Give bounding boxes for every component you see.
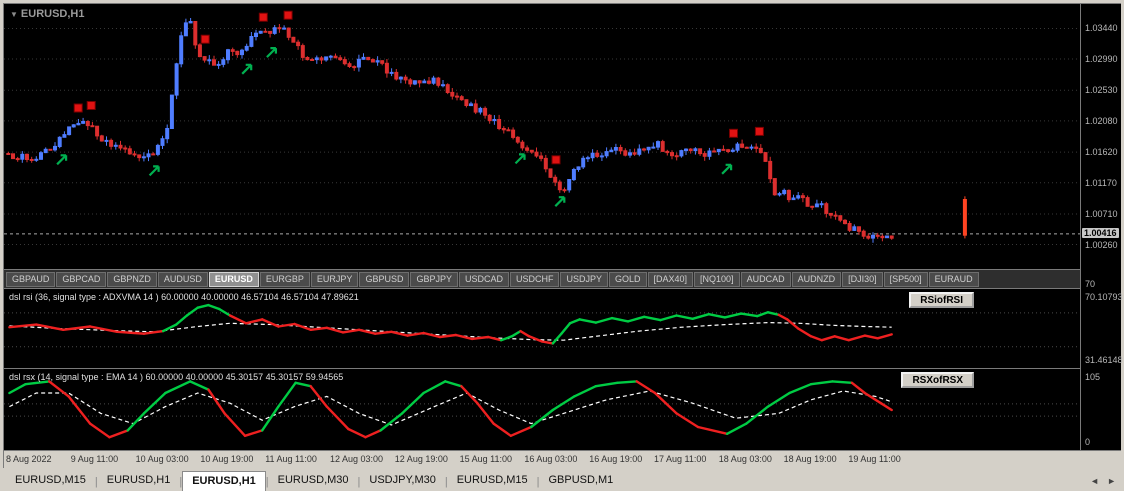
symbol-tab-gbpnzd[interactable]: GBPNZD bbox=[107, 271, 157, 287]
symbol-tab-nq100[interactable]: [NQ100] bbox=[694, 271, 740, 287]
chart-tab-3[interactable]: EURUSD,M30 bbox=[277, 474, 349, 486]
main-chart[interactable]: ▼ EURUSD,H1 bbox=[4, 4, 1080, 269]
price-tick-label: 1.00710 bbox=[1085, 208, 1118, 219]
indicator-axis-label: 31.46148 bbox=[1085, 355, 1123, 365]
rsx-indicator-label: dsl rsx (14, signal type : EMA 14 ) 60.0… bbox=[9, 372, 344, 382]
symbol-tab-usdcad[interactable]: USDCAD bbox=[458, 271, 509, 287]
chart-tab-1[interactable]: EURUSD,H1 bbox=[106, 474, 171, 486]
symbol-tab-gbpusd[interactable]: GBPUSD bbox=[359, 271, 410, 287]
tab-separator: | bbox=[536, 476, 540, 488]
time-axis-label: 18 Aug 19:00 bbox=[783, 454, 837, 464]
symbol-tab-dji30[interactable]: [DJI30] bbox=[842, 271, 883, 287]
tab-separator: | bbox=[444, 476, 448, 488]
rsx-panel-canvas bbox=[4, 380, 1080, 439]
symbol-tab-audusd[interactable]: AUDUSD bbox=[157, 271, 208, 287]
symbol-tab-usdchf[interactable]: USDCHF bbox=[509, 271, 560, 287]
price-tick-label: 1.03440 bbox=[1085, 23, 1118, 34]
time-axis-label: 16 Aug 03:00 bbox=[524, 454, 578, 464]
tab-separator: | bbox=[94, 476, 98, 488]
buy-arrow-icon bbox=[56, 154, 68, 166]
time-axis-label: 9 Aug 11:00 bbox=[70, 454, 119, 464]
price-tick-label: 1.00260 bbox=[1085, 239, 1118, 250]
symbol-tab-dax40[interactable]: [DAX40] bbox=[647, 271, 694, 287]
buy-arrow-icon bbox=[721, 163, 733, 175]
price-tick-label: 1.02080 bbox=[1085, 115, 1118, 126]
indicator-axis-label: 70.10793 bbox=[1085, 292, 1123, 302]
indicator-axis-label: 0 bbox=[1085, 437, 1091, 447]
tab-separator: | bbox=[357, 476, 361, 488]
time-axis-label: 10 Aug 03:00 bbox=[135, 454, 189, 464]
time-axis-label: 12 Aug 03:00 bbox=[330, 454, 384, 464]
symbol-tab-eurgbp[interactable]: EURGBP bbox=[259, 271, 310, 287]
current-price-badge: 1.00416 bbox=[1082, 227, 1119, 238]
sell-marker-icon bbox=[283, 10, 293, 20]
time-axis-label: 11 Aug 11:00 bbox=[265, 454, 317, 464]
rsiofrsi-button[interactable]: RSiofRSI bbox=[909, 292, 974, 308]
buy-arrow-icon bbox=[514, 153, 526, 165]
symbol-tabbar: GBPAUD GBPCAD GBPNZD AUDUSD EURUSD EURGBP EURJ… bbox=[4, 269, 1080, 289]
rsi-panel: dsl rsi (36, signal type : ADXVMA 14 ) 6… bbox=[4, 289, 1080, 368]
chart-tab-0[interactable]: EURUSD,M15 bbox=[15, 474, 86, 486]
sell-marker-icon bbox=[729, 128, 738, 138]
tab-separator: | bbox=[179, 476, 183, 488]
symbol-tab-eurjpy[interactable]: EURJPY bbox=[310, 271, 359, 287]
sell-marker-icon bbox=[754, 126, 764, 136]
time-axis: 8 Aug 2022 9 Aug 11:00 10 Aug 03:00 10 Aug … bbox=[4, 450, 1121, 468]
symbol-tab-euraud[interactable]: EURAUD bbox=[928, 271, 979, 287]
sell-marker-icon bbox=[86, 101, 96, 110]
chart-menu-icon[interactable]: ▼ bbox=[10, 10, 18, 19]
bottom-tabbar: EURUSD,M15 | EURUSD,H1 | EURUSD,H1 | EURUSD,M3… bbox=[0, 468, 1124, 491]
scroll-right-icon[interactable]: ► bbox=[1107, 476, 1116, 486]
price-tick-label: 1.01170 bbox=[1085, 177, 1117, 188]
symbol-tab-gbpcad[interactable]: GBPCAD bbox=[56, 271, 107, 287]
buy-arrow-icon bbox=[266, 47, 277, 58]
chart-title-text: EURUSD,H1 bbox=[20, 8, 85, 20]
chart-tab-2[interactable]: EURUSD,H1 bbox=[182, 471, 266, 491]
price-axis[interactable]: 1.00416 1.03440 1.02990 1.02530 1.02080 1.01… bbox=[1080, 4, 1123, 450]
price-tick-label: 1.01620 bbox=[1085, 147, 1118, 158]
symbol-tab-gbpjpy[interactable]: GBPJPY bbox=[410, 271, 458, 287]
symbol-tab-gbpaud[interactable]: GBPAUD bbox=[6, 271, 56, 287]
buy-arrow-icon bbox=[554, 196, 566, 207]
rsi-indicator-label: dsl rsi (36, signal type : ADXVMA 14 ) 6… bbox=[9, 292, 359, 302]
time-axis-label: 16 Aug 19:00 bbox=[589, 454, 643, 464]
rsxofrsx-button[interactable]: RSXofRSX bbox=[901, 372, 974, 388]
chart-title: ▼ EURUSD,H1 bbox=[10, 8, 85, 20]
sell-marker-icon bbox=[551, 155, 561, 165]
time-axis-label: 15 Aug 11:00 bbox=[459, 454, 512, 464]
buy-arrow-icon bbox=[148, 165, 160, 177]
rsi-panel-canvas bbox=[4, 303, 1080, 348]
time-axis-label: 19 Aug 11:00 bbox=[848, 454, 901, 464]
sell-marker-icon bbox=[73, 103, 83, 113]
time-axis-label: 10 Aug 19:00 bbox=[200, 454, 254, 464]
price-tick-label: 1.02990 bbox=[1085, 54, 1118, 65]
indicator-axis-label: 105 bbox=[1085, 372, 1101, 382]
buy-arrow-icon bbox=[241, 63, 253, 75]
symbol-tab-usdjpy[interactable]: USDJPY bbox=[560, 271, 608, 287]
sell-marker-icon bbox=[200, 34, 210, 44]
time-axis-label: 12 Aug 19:00 bbox=[394, 454, 448, 464]
price-tick-label: 1.02530 bbox=[1085, 85, 1118, 96]
indicator-axis-label: 70 bbox=[1085, 279, 1096, 289]
symbol-tab-gold[interactable]: GOLD bbox=[609, 271, 647, 287]
tab-scroll-controls: ◄ ► bbox=[1090, 476, 1116, 486]
tab-separator: | bbox=[265, 476, 269, 488]
time-axis-label: 17 Aug 11:00 bbox=[654, 454, 707, 464]
symbol-tab-sp500[interactable]: [SP500] bbox=[883, 271, 928, 287]
rsx-panel: dsl rsx (14, signal type : EMA 14 ) 60.0… bbox=[4, 368, 1080, 450]
symbol-tab-audnzd[interactable]: AUDNZD bbox=[791, 271, 842, 287]
symbol-tab-audcad[interactable]: AUDCAD bbox=[740, 271, 791, 287]
time-axis-label: 8 Aug 2022 bbox=[6, 454, 52, 464]
price-chart-canvas bbox=[4, 10, 1080, 245]
scroll-left-icon[interactable]: ◄ bbox=[1090, 476, 1100, 486]
sell-marker-icon bbox=[258, 12, 268, 22]
chart-tab-5[interactable]: EURUSD,M15 bbox=[456, 474, 528, 486]
chart-tab-6[interactable]: GBPUSD,M1 bbox=[548, 474, 614, 486]
time-axis-label: 18 Aug 03:00 bbox=[718, 454, 772, 464]
chart-tab-4[interactable]: USDJPY,M30 bbox=[369, 474, 436, 486]
symbol-tab-eurusd[interactable]: EURUSD bbox=[208, 271, 259, 287]
